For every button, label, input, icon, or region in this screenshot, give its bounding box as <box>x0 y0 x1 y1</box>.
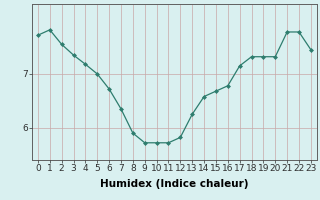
X-axis label: Humidex (Indice chaleur): Humidex (Indice chaleur) <box>100 179 249 189</box>
